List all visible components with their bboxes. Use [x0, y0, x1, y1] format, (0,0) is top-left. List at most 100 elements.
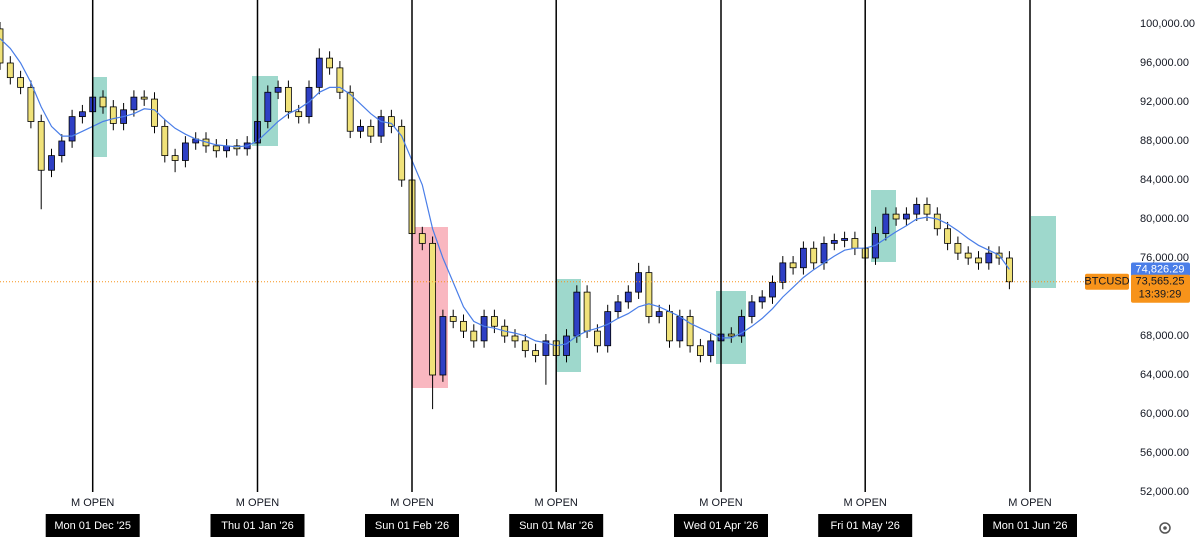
candle-body: [336, 67, 344, 93]
candle-body: [264, 91, 272, 122]
candle-body: [964, 252, 972, 259]
candle-body: [820, 242, 828, 264]
date-box: [45, 514, 140, 537]
candle-body: [779, 262, 787, 283]
candle-body: [326, 57, 334, 69]
candle-body: [655, 311, 663, 317]
zone: [93, 77, 107, 157]
zones: [93, 76, 1056, 388]
candle-body: [542, 340, 550, 356]
settings-icon[interactable]: [1159, 522, 1171, 534]
candle-body: [140, 96, 148, 100]
month-open-label: M OPEN: [843, 497, 886, 509]
candle-body: [1006, 257, 1013, 283]
y-tick-label: 60,000.00: [1140, 408, 1189, 420]
candle-body: [490, 316, 498, 327]
candle-body: [614, 301, 622, 313]
candle-body: [666, 311, 673, 342]
moving-average: [0, 38, 1010, 347]
candle-body: [439, 316, 447, 376]
candle-body: [181, 142, 189, 161]
candle-body: [315, 57, 323, 88]
x-tick-label: Thu 01 Jan '26: [221, 520, 293, 532]
zone: [1031, 216, 1056, 288]
candle-body: [624, 291, 632, 303]
y-tick-label: 92,000.00: [1140, 96, 1189, 108]
candle-body: [707, 340, 715, 356]
y-tick-label: 52,000.00: [1140, 486, 1189, 498]
candle-body: [769, 281, 776, 298]
candle-body: [532, 350, 539, 356]
candle-body: [748, 301, 756, 317]
candle-body: [48, 155, 55, 171]
candle-body: [697, 345, 704, 356]
month-open-label: M OPEN: [390, 497, 433, 509]
y-tick-label: 56,000.00: [1140, 447, 1189, 459]
month-open-label: M OPEN: [1008, 497, 1051, 509]
last-price-box: [1131, 274, 1190, 303]
candle-body: [295, 111, 303, 118]
y-tick-label: 100,000.00: [1140, 18, 1195, 30]
candle-body: [37, 121, 45, 171]
candle-body: [521, 340, 529, 352]
month-open-label: M OPEN: [699, 497, 742, 509]
candle-body: [79, 111, 86, 118]
gear-center: [1163, 526, 1167, 530]
candle-body: [274, 86, 282, 93]
candle-body: [377, 116, 385, 137]
candle-body: [480, 316, 488, 342]
candle-body: [109, 106, 117, 124]
last-price-label: 73,565.25: [1136, 276, 1185, 288]
candle-body: [387, 116, 395, 127]
x-tick-label: Wed 01 Apr '26: [684, 520, 759, 532]
candle-body: [429, 242, 437, 376]
symbol-box: [1085, 273, 1129, 290]
candle-body: [398, 125, 406, 181]
candle-body: [758, 296, 766, 303]
candle-body: [933, 213, 941, 230]
candle-body: [367, 125, 375, 137]
date-box: [674, 514, 768, 537]
candle-body: [810, 247, 818, 264]
candle-body: [68, 116, 76, 142]
candle-body: [882, 213, 890, 235]
ma-price-label: 74,826.29: [1136, 263, 1185, 275]
candle-body: [738, 316, 745, 337]
x-tick-label: Sun 01 Feb '26: [375, 520, 449, 532]
candle-body: [830, 240, 838, 244]
candle-body: [676, 316, 684, 342]
candle-body: [161, 125, 169, 157]
candle-body: [58, 140, 66, 157]
candle-body: [573, 291, 581, 337]
candle-body: [583, 291, 591, 332]
symbol-label: BTCUSD: [1084, 276, 1129, 288]
y-tick-label: 80,000.00: [1140, 213, 1189, 225]
candle-body: [903, 213, 910, 220]
candle-body: [346, 91, 354, 132]
candle-body: [171, 155, 179, 161]
candle-body: [975, 257, 982, 264]
candle-body: [511, 335, 519, 342]
candle-body: [27, 86, 35, 122]
candle-body: [212, 145, 220, 152]
candle-body: [851, 238, 859, 249]
candle-body: [99, 96, 107, 108]
x-tick-label: Mon 01 Dec '25: [54, 520, 131, 532]
candle-body: [789, 262, 797, 269]
gear[interactable]: [1159, 522, 1171, 534]
y-tick-label: 76,000.00: [1140, 252, 1189, 264]
y-tick-label: 96,000.00: [1140, 57, 1189, 69]
date-box: [983, 514, 1077, 537]
date-box: [365, 514, 459, 537]
candle-body: [727, 333, 735, 337]
x-tick-label: Mon 01 Jun '26: [993, 520, 1068, 532]
candle-body: [985, 252, 993, 264]
candle-body: [800, 247, 807, 269]
candle-body: [635, 272, 642, 293]
candle-body: [357, 125, 364, 132]
candle-body: [594, 330, 601, 347]
date-box: [818, 514, 913, 537]
x-tick-label: Sun 01 Mar '26: [519, 520, 593, 532]
x-tick-label: Fri 01 May '26: [831, 520, 900, 532]
